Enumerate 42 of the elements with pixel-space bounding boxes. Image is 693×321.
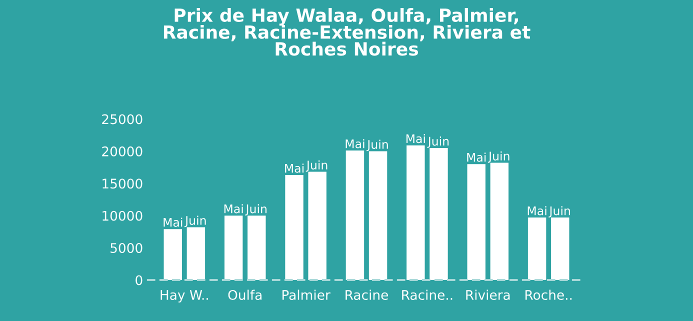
- bar: [490, 162, 509, 280]
- bar: [528, 218, 546, 280]
- text: Juin: [548, 206, 570, 218]
- text: Mai: [285, 164, 304, 173]
- bar: [467, 164, 486, 280]
- y-tick-label: 25000: [102, 114, 142, 124]
- x-tick-label: Palmier: [282, 290, 330, 300]
- text: Juin: [245, 204, 267, 216]
- bar: [346, 150, 364, 280]
- y-tick-label: 5000: [110, 243, 142, 253]
- bar: [551, 218, 570, 280]
- x-tick-label: Hay W..: [160, 290, 208, 302]
- bar: [308, 172, 326, 280]
- text: Juin: [427, 136, 449, 148]
- bar: [224, 216, 243, 280]
- text: Juin: [366, 140, 388, 152]
- bar: [186, 227, 206, 280]
- text: Mai: [346, 139, 364, 148]
- bar: [430, 148, 448, 280]
- chart-title: Prix de Hay Walaa, Oulfa, Palmier, Racine, Racine-Extension, Riviera et Roches Noires: [164, 8, 530, 56]
- x-tick-label: Racine..: [402, 290, 452, 300]
- bar: [406, 145, 425, 280]
- x-tick-label: Racine: [346, 290, 388, 300]
- series-label: Juin: [184, 216, 206, 228]
- text: Mai: [406, 134, 425, 144]
- series-label: Mai: [528, 206, 546, 216]
- text: Mai: [224, 204, 243, 214]
- text: Mai: [467, 152, 486, 162]
- bar: [248, 216, 266, 280]
- y-tick-label: 10000: [102, 210, 142, 221]
- text: Juin: [488, 151, 510, 163]
- x-tick-label: Oulfa: [228, 290, 262, 300]
- y-tick-label: 0: [136, 275, 142, 286]
- text: Mai: [164, 218, 182, 227]
- bar: [164, 229, 182, 280]
- x-tick-label: Riviera: [466, 290, 510, 300]
- text: Juin: [306, 160, 328, 172]
- y-tick-label: 20000: [102, 146, 142, 156]
- x-tick-label: Roche..: [525, 290, 572, 300]
- y-tick-label: 15000: [102, 178, 142, 189]
- bar: [285, 175, 304, 280]
- bar: [368, 151, 388, 280]
